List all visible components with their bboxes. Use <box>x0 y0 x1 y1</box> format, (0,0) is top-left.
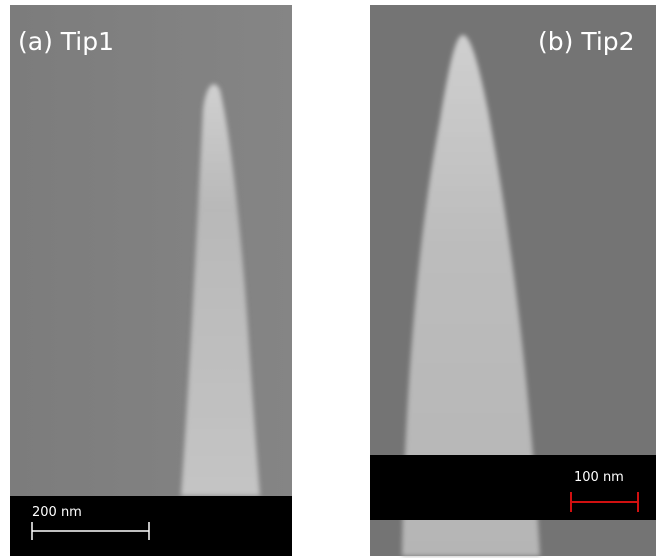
scale-bar-box <box>10 496 292 556</box>
panel-b: (b) Tip2 100 nm <box>370 5 656 556</box>
tip <box>402 35 540 556</box>
panel-label: (b) Tip2 <box>538 27 635 56</box>
scale-bar <box>31 522 150 540</box>
scale-bar-box <box>370 455 656 520</box>
panel-a: (a) Tip1 200 nm <box>10 5 292 556</box>
scale-bar <box>570 492 639 512</box>
scale-bar-label: 200 nm <box>32 505 82 520</box>
scale-bar-label: 100 nm <box>574 470 624 485</box>
tip <box>181 84 260 496</box>
panel-label: (a) Tip1 <box>18 27 114 56</box>
